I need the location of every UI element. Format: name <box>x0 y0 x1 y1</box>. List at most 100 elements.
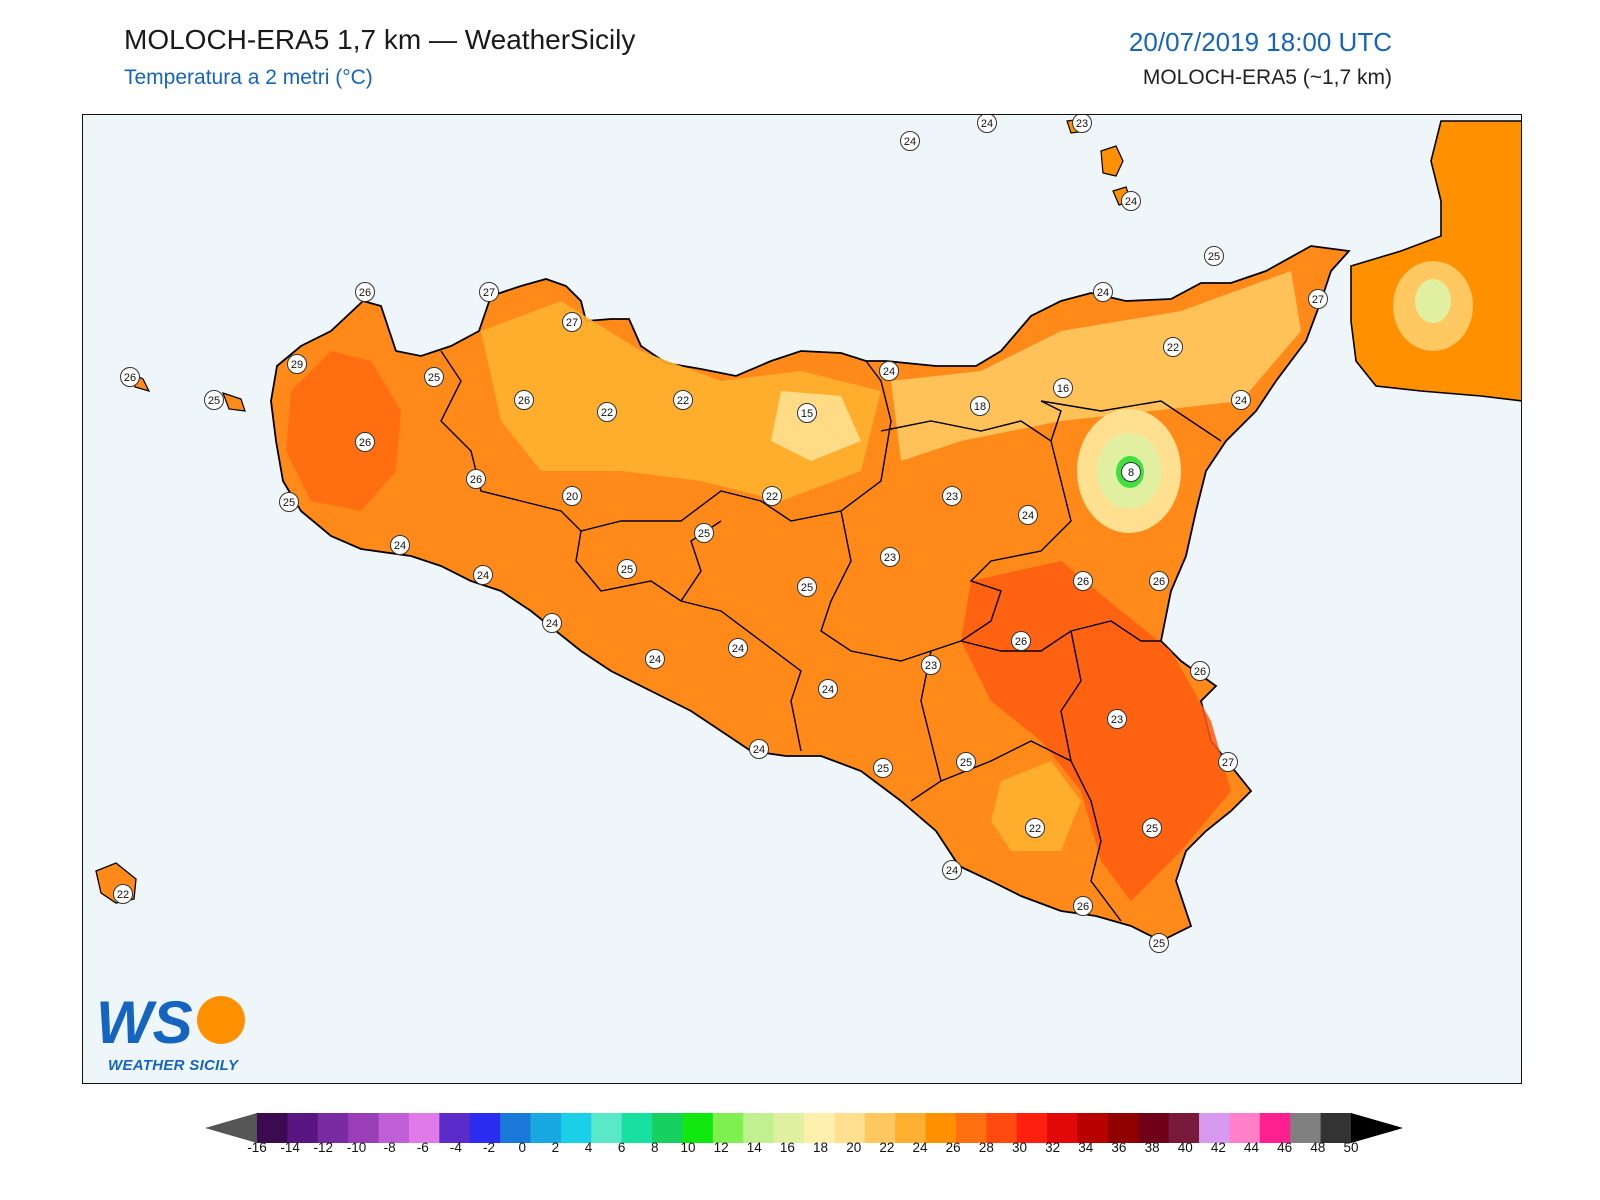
station-value: 25 <box>283 497 295 509</box>
station-circle <box>1073 896 1093 916</box>
station-marker: 27 <box>1218 752 1238 772</box>
station-value: 26 <box>359 287 371 299</box>
station-value: 27 <box>1312 294 1324 306</box>
temperature-map[interactable]: 24 24 23 24 25 27 24 22 24 16 18 8 24 15 22 22 26 27 27 26 2… <box>82 114 1522 1084</box>
station-value: 24 <box>649 654 661 666</box>
colorbar-swatch <box>439 1113 471 1143</box>
station-circle <box>921 655 941 675</box>
station-value: 25 <box>1153 938 1165 950</box>
station-marker: 8 <box>1121 462 1141 482</box>
colorbar-swatch <box>834 1113 866 1143</box>
station-marker: 24 <box>1093 282 1113 302</box>
colorbar-swatch <box>773 1113 805 1143</box>
colorbar-tick-label: 32 <box>1045 1140 1061 1155</box>
station-value: 24 <box>981 118 993 130</box>
station-circle <box>1053 378 1073 398</box>
station-value: 22 <box>601 407 613 419</box>
station-circle <box>1121 462 1141 482</box>
station-circle <box>956 752 976 772</box>
colorbar-swatch <box>712 1113 744 1143</box>
colorbar-swatch <box>317 1113 349 1143</box>
station-marker: 26 <box>466 469 486 489</box>
station-circle <box>1204 246 1224 266</box>
station-marker: 25 <box>694 523 714 543</box>
station-marker: 26 <box>1073 571 1093 591</box>
station-marker: 26 <box>1073 896 1093 916</box>
station-marker: 24 <box>977 115 997 133</box>
station-circle <box>1072 115 1092 133</box>
station-circle <box>1163 337 1183 357</box>
colorbar-min-arrow <box>205 1113 257 1143</box>
eolie-island-1 <box>1100 145 1124 177</box>
colorbar-tick-label: 12 <box>713 1140 729 1155</box>
station-value: 23 <box>884 552 896 564</box>
station-circle <box>1218 752 1238 772</box>
map-canvas: 24 24 23 24 25 27 24 22 24 16 18 8 24 15 22 22 26 27 27 26 2… <box>95 115 1521 953</box>
colorbar-tick-label: 4 <box>584 1140 593 1155</box>
colorbar-swatch <box>1259 1113 1291 1143</box>
colorbar-tick-label: 24 <box>912 1140 928 1155</box>
logo-initials: WS <box>96 989 193 1056</box>
colorbar-tick-label: 50 <box>1343 1140 1359 1155</box>
station-value: 23 <box>925 660 937 672</box>
colorbar-swatch <box>1107 1113 1139 1143</box>
station-circle <box>942 860 962 880</box>
station-circle <box>466 469 486 489</box>
station-value: 25 <box>698 528 710 540</box>
station-value: 23 <box>1111 714 1123 726</box>
station-value: 18 <box>974 401 986 413</box>
province-borders <box>440 350 1222 922</box>
colorbar-swatch <box>895 1113 927 1143</box>
colorbar-swatch <box>1016 1113 1048 1143</box>
colorbar-tick-label: 0 <box>518 1140 526 1155</box>
colorbar-swatch <box>1199 1113 1230 1143</box>
station-value: 27 <box>483 287 495 299</box>
station-circle <box>617 559 637 579</box>
colorbar-tick-label: 16 <box>779 1140 795 1155</box>
station-circle <box>562 486 582 506</box>
station-value: 25 <box>877 763 889 775</box>
station-circle <box>355 432 375 452</box>
station-marker: 27 <box>562 312 582 332</box>
egadi-islands <box>130 371 246 412</box>
station-circle <box>1149 571 1169 591</box>
station-value: 24 <box>1097 287 1109 299</box>
station-value: 20 <box>566 491 578 503</box>
station-circle <box>762 486 782 506</box>
station-circle <box>694 523 714 543</box>
station-value: 24 <box>883 366 895 378</box>
colorbar-swatch <box>378 1113 410 1143</box>
colorbar-swatch <box>986 1113 1018 1143</box>
station-circle <box>900 131 920 151</box>
station-marker: 25 <box>204 390 224 410</box>
colorbar-tick-label: 22 <box>879 1140 895 1155</box>
station-value: 24 <box>732 643 744 655</box>
colorbar-tick-label: 30 <box>1011 1140 1027 1155</box>
colorbar-tick-label: 36 <box>1111 1140 1127 1155</box>
station-value: 24 <box>1022 510 1034 522</box>
station-value: 26 <box>1194 666 1206 678</box>
station-marker: 22 <box>597 402 617 422</box>
station-circle <box>970 396 990 416</box>
station-marker: 24 <box>542 613 562 633</box>
station-circle <box>1121 191 1141 211</box>
station-value: 26 <box>470 474 482 486</box>
station-circle <box>1025 818 1045 838</box>
station-marker: 26 <box>355 432 375 452</box>
station-circle <box>542 613 562 633</box>
colorbar-swatch <box>864 1113 896 1143</box>
map-subtitle: Temperatura a 2 metri (°C) <box>124 66 373 89</box>
logo-mark: WS <box>96 989 245 1056</box>
station-circle <box>797 577 817 597</box>
station-marker: 25 <box>797 577 817 597</box>
colorbar-tick-label: -16 <box>247 1140 267 1155</box>
colorbar-swatch <box>743 1113 775 1143</box>
colorbar-swatch <box>1320 1113 1352 1143</box>
station-marker: 22 <box>673 390 693 410</box>
station-value: 24 <box>904 136 916 148</box>
colorbar-swatch <box>1077 1113 1109 1143</box>
station-marker: 18 <box>970 396 990 416</box>
station-circle <box>942 486 962 506</box>
calabria-landmass <box>1350 120 1521 402</box>
colorbar-tick-label: 6 <box>617 1140 626 1155</box>
